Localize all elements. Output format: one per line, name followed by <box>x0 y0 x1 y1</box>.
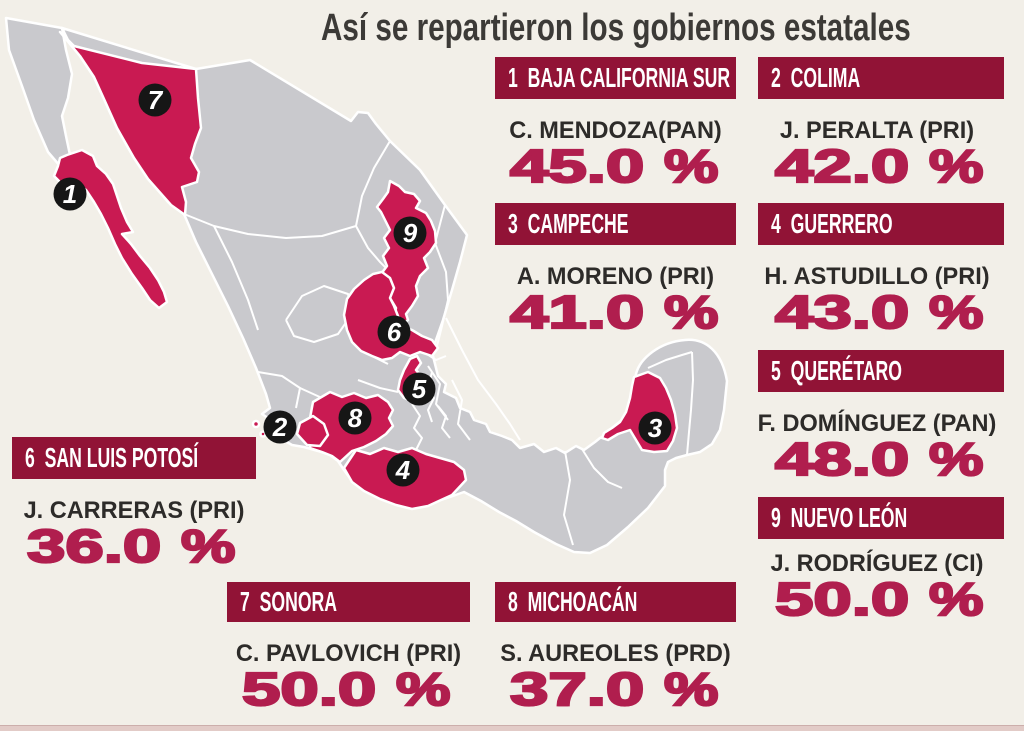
svg-text:6: 6 <box>387 317 402 347</box>
svg-text:4: 4 <box>395 455 411 485</box>
svg-text:5: 5 <box>412 374 427 404</box>
svg-text:9: 9 <box>403 218 418 248</box>
svg-text:3: 3 <box>648 413 663 443</box>
svg-text:7: 7 <box>148 85 164 115</box>
svg-text:1: 1 <box>63 179 77 209</box>
svg-text:2: 2 <box>272 412 288 442</box>
svg-text:8: 8 <box>348 403 363 433</box>
